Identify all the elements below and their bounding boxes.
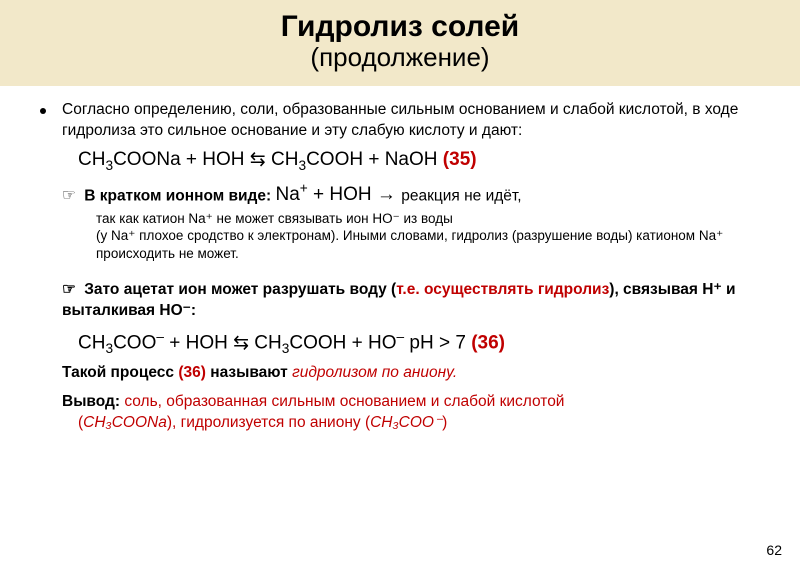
conc-l2c: ), гидролизуется по аниону ( [167,414,370,431]
acetate-a: Зато ацетат ион может разрушать воду ( [80,281,396,298]
eq36-part: + HOH [164,332,233,353]
ionic-line: ☞ В кратком ионном виде: Na+ + HOH → реа… [62,180,760,208]
eq35-part: CH [78,149,105,170]
such-a: Такой процесс [62,364,178,381]
eq35-part: COONa + HOH [113,149,250,170]
eq35-sub: 3 [298,158,306,173]
eq35-part: COOH + NaOH [306,149,443,170]
such-process-line: Такой процесс (36) называют гидролизом п… [62,363,760,384]
intro-bullet: Согласно определению, соли, образованные… [40,100,760,142]
eq35-arrow: ⇆ [250,149,266,170]
title-band: Гидролиз солей (продолжение) [0,0,800,86]
such-b: (36) [178,364,206,381]
eq36-part: CH [78,332,105,353]
eq35-number: (35) [443,149,477,170]
conclusion-label: Вывод: [62,393,120,410]
eq36-part: CH [249,332,282,353]
slide-title: Гидролиз солей [20,10,780,43]
note1-line2: (у Na⁺ плохое сродство к электронам). Ин… [96,227,760,262]
note-block-1: так как катион Na⁺ не может связывать ио… [96,210,760,263]
eq36-sub: 3 [105,341,113,356]
conclusion: Вывод: соль, образованная сильным основа… [62,392,760,434]
eq35-part: CH [266,149,299,170]
eq36-part: COOH + HO [289,332,396,353]
note1-line1: так как катион Na⁺ не может связывать ио… [96,210,760,228]
such-c: называют [206,364,292,381]
equation-35: CH3COONa + HOH ⇆ CH3COOH + NaOH (35) [78,147,760,175]
ionic-tail: реакция не идёт, [401,187,521,204]
pointing-hand-icon: ☞ [62,187,76,204]
ionic-part: Na [275,184,299,205]
ionic-part: + HOH → [308,184,401,205]
conc-l2d: CH₃COO⁻ [370,414,442,431]
intro-text: Согласно определению, соли, образованные… [62,100,760,142]
conc-line1a: соль, образованная сильным основанием и … [120,393,564,410]
acetate-line: ☞ Зато ацетат ион может разрушать воду (… [62,280,760,322]
equation-36: CH3COO– + HOH ⇆ CH3COOH + HO– pH > 7 (36… [78,328,760,359]
eq36-sup: – [156,329,164,344]
bullet-icon [40,108,46,114]
eq36-ph: pH > 7 [404,332,471,353]
slide-subtitle: (продолжение) [20,43,780,72]
eq36-sup: – [397,329,405,344]
page-number: 62 [766,542,782,558]
ionic-formula: Na+ + HOH → [275,184,401,205]
acetate-b: т.е. осуществлять гидролиз [396,281,609,298]
conc-l2b: CH₃COONa [83,414,167,431]
conc-indent: (CH₃COONa), гидролизуется по аниону (CH₃… [78,414,447,431]
eq36-arrow: ⇆ [233,332,249,353]
ionic-sup: + [300,181,308,196]
eq36-part: COO [113,332,156,353]
conc-l2e: ) [442,414,447,431]
eq36-number: (36) [471,332,505,353]
ionic-prefix: В кратком ионном виде: [80,187,276,204]
eq35-sub: 3 [105,158,113,173]
pointing-hand-icon: ☞ [62,281,76,298]
such-d: гидролизом по аниону. [292,364,457,381]
slide-content: Согласно определению, соли, образованные… [0,86,800,444]
